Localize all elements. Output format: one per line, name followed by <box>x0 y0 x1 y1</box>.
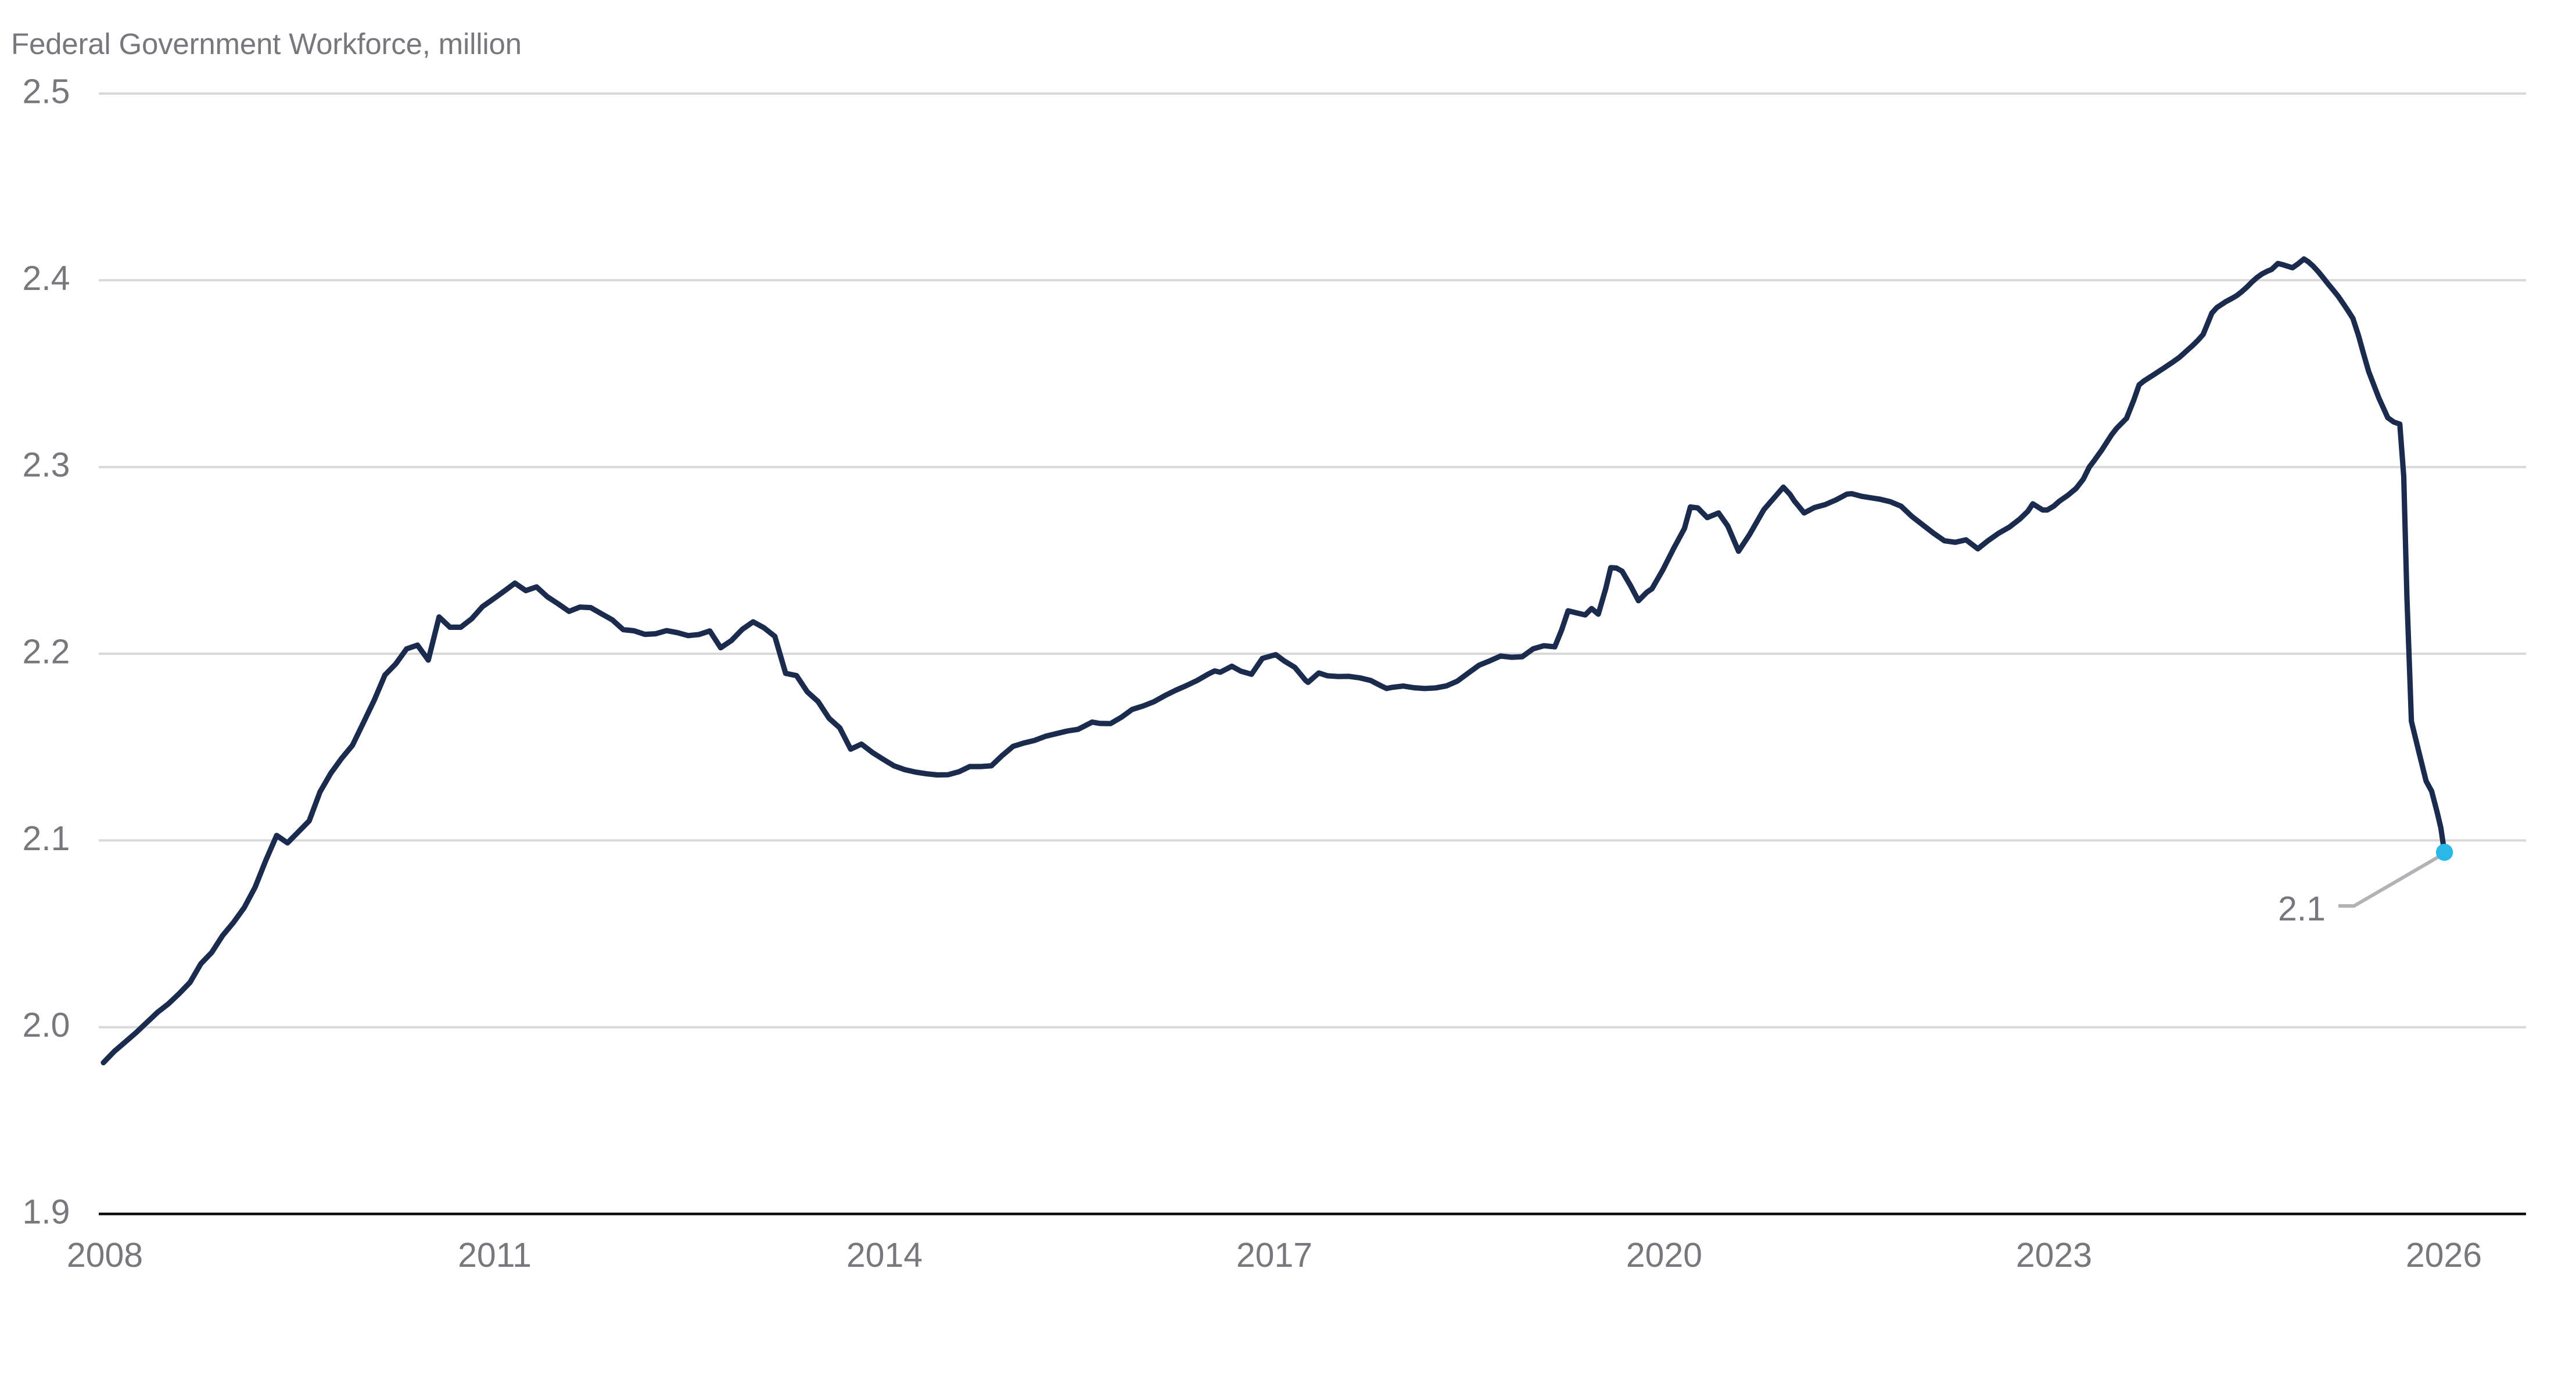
svg-text:2.1: 2.1 <box>2278 890 2326 928</box>
svg-text:2017: 2017 <box>1236 1236 1312 1274</box>
svg-text:2026: 2026 <box>2406 1236 2482 1274</box>
svg-text:Federal Government Workforce,: Federal Government Workforce, million <box>11 27 522 60</box>
svg-text:2023: 2023 <box>2016 1236 2092 1274</box>
svg-text:2011: 2011 <box>458 1236 532 1274</box>
svg-text:2008: 2008 <box>67 1236 143 1274</box>
svg-text:2.5: 2.5 <box>22 73 70 111</box>
svg-text:2.4: 2.4 <box>22 259 70 298</box>
svg-text:2020: 2020 <box>1626 1236 1702 1274</box>
svg-text:2014: 2014 <box>846 1236 923 1274</box>
svg-text:2.2: 2.2 <box>22 633 70 671</box>
svg-text:2.1: 2.1 <box>22 819 70 858</box>
svg-text:1.9: 1.9 <box>22 1193 70 1231</box>
svg-text:2.0: 2.0 <box>22 1006 70 1044</box>
svg-text:2.3: 2.3 <box>22 446 70 484</box>
